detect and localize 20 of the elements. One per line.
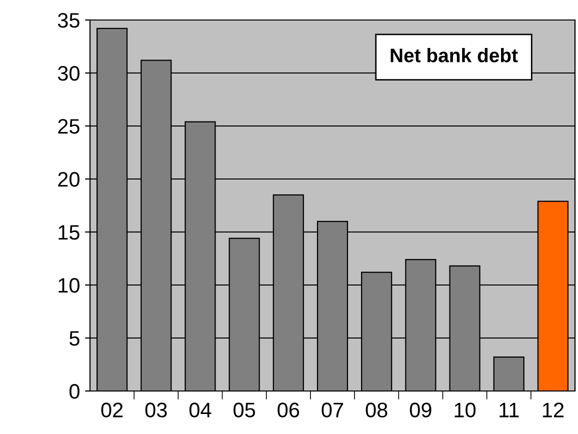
- y-tick-label: 20: [58, 172, 80, 187]
- x-tick-label: 06: [278, 402, 300, 418]
- y-tick-label: 30: [58, 66, 80, 81]
- x-tick-label: 09: [410, 402, 432, 418]
- x-tick-label: 12: [542, 402, 564, 418]
- x-tick-label: 02: [101, 402, 123, 418]
- y-tick-label: 15: [58, 225, 80, 240]
- x-tick-label: 04: [189, 402, 212, 418]
- y-tick-label: 10: [58, 278, 80, 293]
- y-tick-label: 35: [58, 13, 80, 28]
- x-tick-label: 11: [500, 402, 519, 418]
- x-tick-label: 05: [234, 402, 256, 418]
- y-tick-label: 5: [70, 331, 80, 346]
- x-tick-label: 07: [322, 402, 344, 418]
- x-tick-label: 08: [366, 402, 388, 418]
- y-tick-label: 25: [58, 119, 80, 134]
- text: Net bank debt: [390, 48, 518, 62]
- x-tick-label: 10: [454, 402, 476, 418]
- y-tick-label: 0: [70, 384, 80, 399]
- x-tick-label: 03: [145, 402, 167, 418]
